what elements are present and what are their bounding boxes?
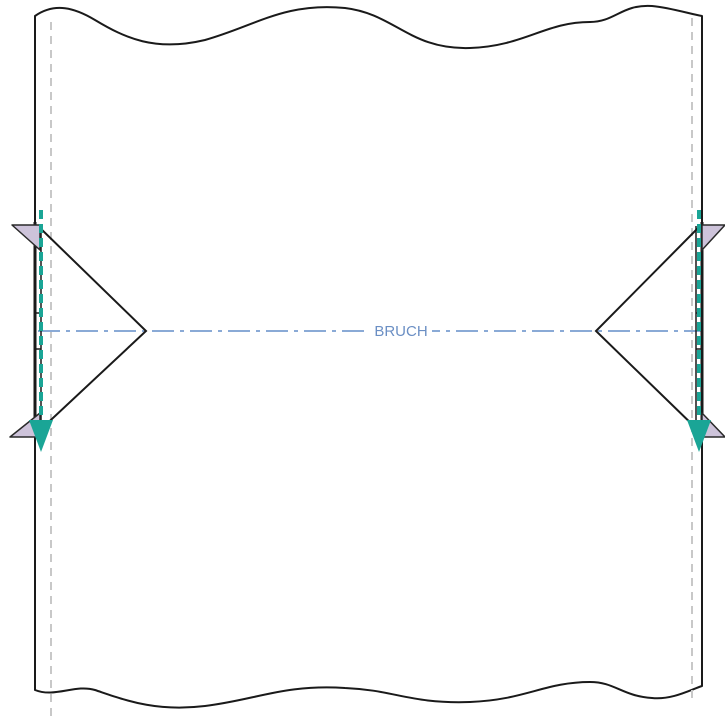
fold-label-background bbox=[370, 319, 432, 341]
arrow-down-icon bbox=[687, 210, 711, 452]
fabric-outline bbox=[34, 4, 703, 709]
triangle-notch-icon bbox=[11, 224, 41, 251]
triangle-notch-icon bbox=[701, 224, 725, 251]
fold-label: BRUCH bbox=[374, 323, 427, 340]
arrow-down-icon bbox=[29, 210, 53, 452]
right-pleat bbox=[594, 222, 725, 438]
